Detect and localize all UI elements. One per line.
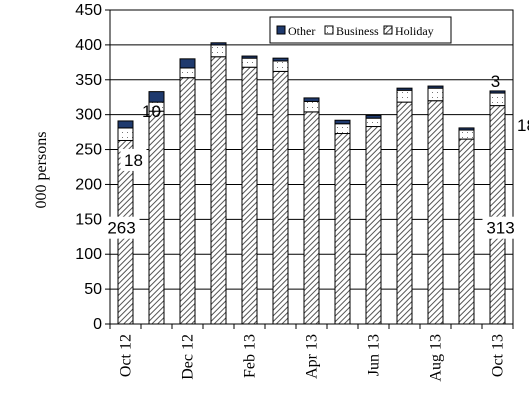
x-tick-label: Oct 12: [118, 334, 135, 377]
legend-swatch-business: [324, 25, 334, 35]
axes: 0 50 100 150 200 250 300 350 400 450 Oct 12 Dec 12 F…: [75, 2, 514, 382]
bar-holiday: [179, 77, 196, 325]
y-tick-label: 350: [75, 72, 102, 89]
bar-other: [303, 97, 320, 102]
bar-business: [489, 92, 506, 107]
x-tick-label: Jun 13: [366, 334, 383, 376]
bar-business: [241, 57, 258, 68]
y-tick-label: 300: [75, 107, 102, 124]
x-tick-label: Dec 12: [180, 334, 197, 380]
bar-business: [117, 127, 134, 141]
bars: [117, 42, 506, 325]
bar-holiday: [427, 100, 444, 325]
data-label-background: [103, 216, 140, 239]
bar-holiday: [303, 111, 320, 325]
legend-label-other: Other: [288, 24, 315, 38]
bar-business: [458, 129, 475, 140]
bar-holiday: [272, 70, 289, 325]
data-label: 18: [124, 151, 143, 170]
data-label: 3: [491, 72, 500, 91]
legend-box: [269, 16, 452, 44]
y-tick-label: 100: [75, 246, 102, 263]
x-tick-label: Apr 13: [304, 334, 321, 379]
bar-holiday: [396, 101, 413, 325]
y-tick-label: 250: [75, 142, 102, 159]
y-tick-label: 400: [75, 37, 102, 54]
x-tick-label: Aug 13: [428, 334, 445, 382]
bar-other: [427, 85, 444, 89]
bar-other: [334, 119, 351, 125]
legend-label-holiday: Holiday: [395, 24, 434, 38]
bar-other: [148, 91, 165, 103]
bar-business: [365, 117, 382, 128]
x-tick-label: Oct 13: [490, 334, 507, 377]
y-tick-label: 0: [93, 316, 102, 333]
bar-business: [396, 89, 413, 103]
bar-business: [179, 67, 196, 79]
y-tick-label: 50: [84, 281, 102, 298]
bar-other: [396, 87, 413, 91]
y-tick-label: 450: [75, 2, 102, 19]
data-label-background: [482, 216, 519, 239]
bar-holiday: [148, 110, 165, 325]
data-label: 10: [142, 102, 161, 121]
bar-business: [334, 123, 351, 135]
bar-business: [303, 100, 320, 113]
legend-label-business: Business: [336, 24, 379, 38]
bar-other: [241, 55, 258, 59]
bar-business: [272, 60, 289, 72]
bar-business: [427, 87, 444, 102]
bar-business: [210, 44, 227, 58]
bar-other: [179, 58, 196, 69]
x-tick-label: Feb 13: [242, 334, 259, 378]
legend-swatch-other: [276, 25, 286, 35]
bar-other: [210, 42, 227, 46]
data-label-background: [120, 148, 147, 171]
plot-area-border: [109, 9, 514, 325]
y-tick-label: 200: [75, 176, 102, 193]
y-tick-label: 150: [75, 211, 102, 228]
legend: Other Business Holiday: [269, 16, 452, 44]
legend-swatch-holiday: [383, 25, 393, 35]
data-labels: 10 18 263 3 18 313: [103, 72, 529, 239]
bar-holiday: [334, 133, 351, 325]
bar-other: [365, 114, 382, 119]
data-label: 263: [107, 219, 135, 238]
bar-holiday: [458, 138, 475, 325]
bar-other: [117, 120, 134, 129]
bar-holiday: [210, 56, 227, 325]
bar-holiday: [241, 66, 258, 325]
bar-holiday: [489, 105, 506, 325]
data-label: 18: [517, 116, 529, 135]
y-axis-label: 000 persons: [33, 132, 50, 209]
bar-holiday: [365, 126, 382, 325]
data-label-background: [513, 114, 529, 137]
bar-other: [272, 57, 289, 62]
bar-other: [489, 90, 506, 94]
data-label: 313: [486, 219, 514, 238]
bar-other: [458, 127, 475, 131]
